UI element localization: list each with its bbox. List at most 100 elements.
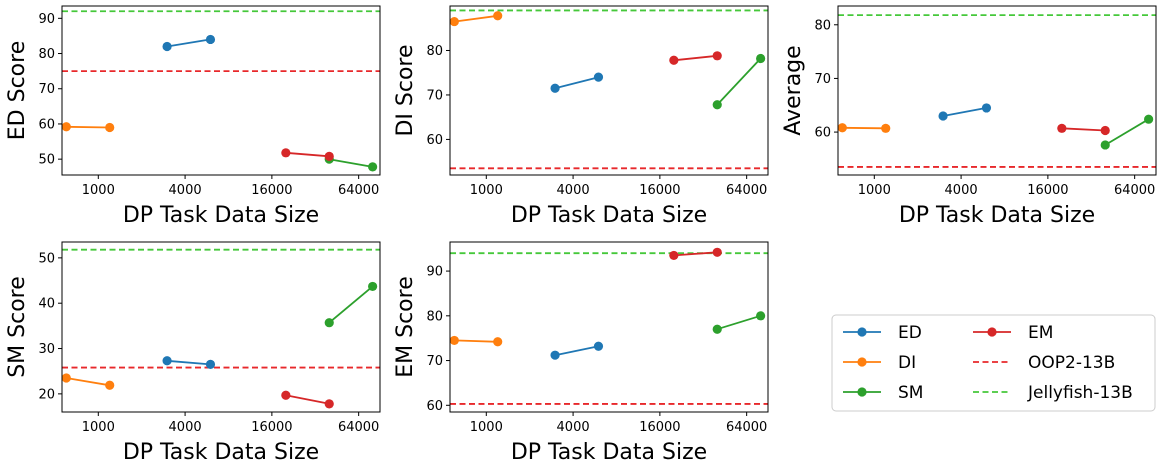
panel-5: 60 70 80 90 1000 4000 16000 64000 DP Task Data S…	[393, 241, 769, 465]
point-sm	[756, 311, 766, 321]
y-tick-label: 70	[814, 72, 831, 87]
y-tick-label: 70	[38, 82, 55, 97]
y-tick-label: 50	[38, 251, 55, 266]
y-tick-label: 70	[426, 354, 443, 369]
y-tick-label: 60	[814, 126, 831, 141]
panel-1: 50 60 70 80 90 1000 4000 16000 64000 DP Task Data…	[5, 5, 381, 228]
y-tick-label: 90	[426, 265, 443, 280]
y-tick-label: 40	[38, 297, 55, 312]
y-tick-label: 30	[38, 342, 55, 357]
point-di	[837, 123, 847, 133]
x-tick-label: 16000	[1027, 183, 1068, 198]
legend-marker-ed	[857, 327, 867, 337]
y-tick-label: 60	[426, 399, 443, 414]
series-line-sm	[716, 314, 761, 331]
y-tick-label: 80	[426, 44, 443, 59]
point-em	[324, 399, 334, 409]
series-line-ed	[942, 107, 987, 117]
point-em	[669, 55, 679, 65]
y-tick-label: 80	[38, 47, 55, 62]
y-tick-label: 20	[38, 387, 55, 402]
x-tick-label: 64000	[726, 420, 767, 435]
point-sm	[1100, 140, 1110, 150]
y-tick-label: 70	[426, 88, 443, 103]
point-di	[449, 16, 459, 27]
y-axis-label: SM Score	[5, 276, 30, 378]
series-line-di	[66, 377, 110, 387]
series-line-di	[454, 14, 498, 23]
y-axis-label: EM Score	[393, 276, 418, 378]
x-tick-label: 64000	[338, 183, 379, 198]
legend-label-jellyfish-13b: Jellyfish-13B	[1027, 383, 1133, 403]
point-sm	[368, 162, 378, 172]
y-tick-label: 80	[814, 18, 831, 33]
x-tick-label: 64000	[1114, 183, 1155, 198]
legend-box	[831, 314, 1156, 412]
y-tick-label: 50	[38, 153, 55, 168]
point-ed	[550, 83, 560, 93]
series-line-ed	[554, 345, 599, 357]
legend-marker-em	[987, 327, 997, 337]
series-line-ed	[166, 38, 211, 48]
series-line-sm	[328, 285, 374, 324]
point-di	[61, 373, 71, 383]
x-tick-label: 1000	[470, 420, 503, 435]
legend-label-em: EM	[1028, 323, 1053, 343]
point-sm	[756, 53, 766, 64]
series-line-di	[454, 339, 498, 343]
x-tick-label: 64000	[726, 183, 767, 198]
x-axis-label: DP Task Data Size	[123, 440, 319, 465]
y-tick-label: 60	[426, 133, 443, 148]
point-di	[881, 123, 891, 133]
point-sm	[1144, 114, 1154, 124]
point-em	[281, 390, 291, 400]
x-axis-label: DP Task Data Size	[123, 203, 319, 228]
x-tick-label: 1000	[82, 420, 115, 435]
x-tick-label: 64000	[338, 420, 379, 435]
point-ed	[162, 41, 172, 52]
series-line-em	[673, 54, 718, 62]
point-em	[712, 51, 722, 61]
series-line-em	[285, 394, 330, 405]
series-line-em	[285, 151, 330, 158]
y-axis-label: DI Score	[393, 44, 418, 136]
point-em	[324, 151, 334, 161]
point-di	[105, 380, 115, 390]
axes-frame	[449, 241, 769, 413]
x-axis-label: DP Task Data Size	[511, 440, 707, 465]
x-tick-label: 16000	[639, 420, 680, 435]
point-em	[1057, 123, 1067, 133]
series-line-ed	[167, 359, 211, 366]
point-em	[669, 250, 679, 261]
point-di	[493, 337, 503, 347]
point-di	[493, 11, 503, 21]
series-line-sm	[716, 57, 762, 106]
point-em	[281, 148, 291, 158]
point-ed	[938, 111, 948, 121]
point-sm	[712, 100, 722, 110]
x-tick-label: 16000	[251, 183, 292, 198]
panel-3: 60 70 80 1000 4000 16000 64000 DP Task Data Siz…	[781, 5, 1157, 228]
series-line-sm	[329, 158, 373, 168]
panel-2: 60 70 80 1000 4000 16000 64000 DP Task Data Siz…	[393, 5, 769, 228]
series-line-di	[66, 125, 110, 129]
x-tick-label: 4000	[169, 183, 202, 198]
x-tick-label: 4000	[557, 183, 590, 198]
point-di	[61, 122, 71, 132]
legend-label-sm: SM	[898, 383, 923, 403]
point-sm	[712, 324, 722, 334]
y-tick-label: 90	[38, 12, 55, 27]
x-tick-label: 4000	[557, 420, 590, 435]
y-axis-label: ED Score	[5, 41, 30, 140]
x-tick-label: 1000	[82, 183, 115, 198]
panel-4: 20 30 40 50 1000 4000 16000 64000 DP Task Data S…	[5, 241, 381, 465]
y-tick-label: 60	[38, 117, 55, 132]
point-sm	[368, 281, 378, 292]
point-ed	[205, 34, 216, 45]
legend: ED EM DI OOP2-13B SM Jellyfish-13B	[831, 314, 1156, 412]
point-ed	[205, 359, 216, 369]
legend-marker-di	[857, 357, 867, 367]
x-tick-label: 1000	[858, 183, 891, 198]
x-axis-label: DP Task Data Size	[899, 203, 1095, 228]
point-ed	[593, 72, 604, 82]
